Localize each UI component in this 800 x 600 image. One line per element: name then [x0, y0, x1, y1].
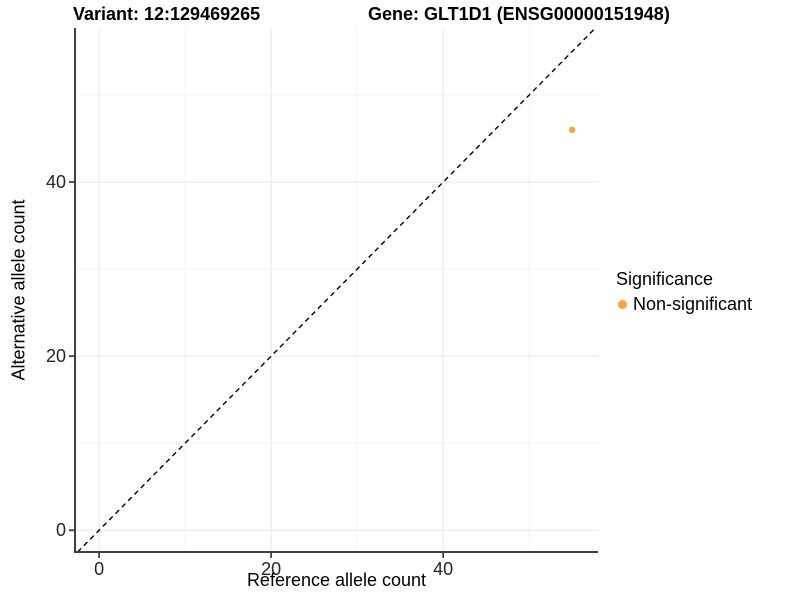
y-tick-label: 40	[46, 172, 66, 192]
legend-entry-non-significant: Non-significant	[616, 294, 752, 315]
legend-point-icon	[618, 300, 627, 309]
data-point	[568, 126, 576, 134]
identity-dashed-line	[77, 27, 596, 553]
plot-title-gene: Gene: GLT1D1 (ENSG00000151948)	[368, 4, 670, 24]
legend-title: Significance	[616, 269, 714, 289]
legend-entry-label: Non-significant	[633, 294, 753, 314]
x-tick-label: 20	[261, 559, 281, 579]
plot-title-variant: Variant: 12:129469265	[73, 4, 261, 24]
y-tick-label: 0	[56, 520, 66, 540]
x-tick-label: 0	[94, 559, 104, 579]
x-axis-label: Reference allele count	[246, 570, 427, 590]
y-axis-label: Alternative allele count	[8, 199, 29, 381]
x-tick-label: 40	[433, 559, 453, 579]
legend: Significance Non-significant	[616, 269, 752, 315]
y-tick-label: 20	[46, 346, 66, 366]
